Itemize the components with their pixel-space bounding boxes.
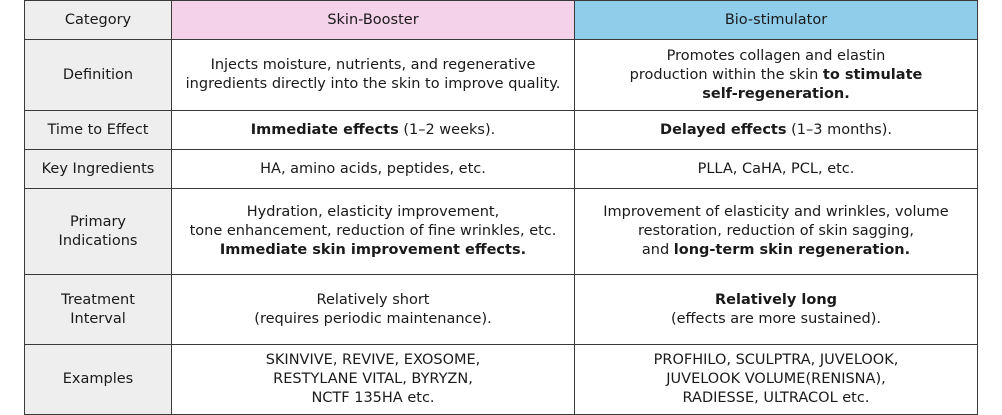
row-key-ingredients: Key Ingredients HA, amino acids, peptide… xyxy=(24,149,978,189)
text-line: Relatively short xyxy=(316,291,430,308)
text-line: Promotes collagen and elastin xyxy=(666,47,886,64)
row-treatment-interval: Treatment Interval Relatively short (req… xyxy=(24,274,978,345)
text-line: Improvement of elasticity and wrinkles, … xyxy=(603,204,949,220)
cell-definition-bio-stimulator: Promotes collagen and elastin production… xyxy=(574,39,978,111)
header-skin-booster: Skin-Booster xyxy=(171,0,575,40)
row-definition: Definition Injects moisture, nutrients, … xyxy=(24,39,978,111)
cell-time-bio-stimulator: Delayed effects (1–3 months). xyxy=(574,110,978,150)
text-line: and long-term skin regeneration. xyxy=(581,241,971,260)
text-bold: Immediate effects xyxy=(250,121,399,138)
cell-interval-bio-stimulator: Relatively long (effects are more sustai… xyxy=(574,274,978,345)
text-line: Immediate skin improvement effects. xyxy=(178,241,568,260)
category-definition: Definition xyxy=(24,39,172,111)
header-category: Category xyxy=(24,0,172,40)
cell-definition-skin-booster: Injects moisture, nutrients, and regener… xyxy=(171,39,575,111)
text-bold: Relatively long xyxy=(714,291,838,308)
category-time-to-effect: Time to Effect xyxy=(24,110,172,150)
text-line: (requires periodic maintenance). xyxy=(254,310,492,327)
cell-interval-skin-booster: Relatively short (requires periodic main… xyxy=(171,274,575,345)
text-line: Primary xyxy=(69,213,127,230)
text-line: Injects moisture, nutrients, and regener… xyxy=(210,57,536,73)
text-line: NCTF 135HA etc. xyxy=(311,390,435,406)
row-primary-indications: Primary Indications Hydration, elasticit… xyxy=(24,188,978,275)
row-time-to-effect: Time to Effect Immediate effects (1–2 we… xyxy=(24,110,978,150)
text-line: Hydration, elasticity improvement, xyxy=(246,204,500,220)
text-bold: Immediate skin improvement effects. xyxy=(219,242,527,258)
text-line: RADIESSE, ULTRACOL etc. xyxy=(682,390,870,406)
cell-indications-skin-booster: Hydration, elasticity improvement, tone … xyxy=(171,188,575,275)
text-plain: and xyxy=(641,242,674,258)
text-line: production within the skin to stimulate xyxy=(581,66,971,85)
cell-indications-bio-stimulator: Improvement of elasticity and wrinkles, … xyxy=(574,188,978,275)
category-examples: Examples xyxy=(24,344,172,415)
text-line: ingredients directly into the skin to im… xyxy=(185,76,561,92)
text-line: Relatively long xyxy=(581,291,971,310)
header-bio-stimulator: Bio-stimulator xyxy=(574,0,978,40)
text-line: PROFHILO, SCULPTRA, JUVELOOK, xyxy=(653,352,899,368)
text-line: (effects are more sustained). xyxy=(670,310,882,327)
text-bold: long-term skin regeneration. xyxy=(673,242,911,258)
text-line: Treatment xyxy=(61,291,135,308)
text-line: SKINVIVE, REVIVE, EXOSOME, xyxy=(265,352,481,368)
category-primary-indications: Primary Indications xyxy=(24,188,172,275)
cell-time-skin-booster: Immediate effects (1–2 weeks). xyxy=(171,110,575,150)
category-key-ingredients: Key Ingredients xyxy=(24,149,172,189)
text-plain: (1–2 weeks). xyxy=(398,121,496,138)
text-bold: to stimulate xyxy=(822,66,923,83)
category-treatment-interval: Treatment Interval xyxy=(24,274,172,345)
text-line: self-regeneration. xyxy=(581,85,971,104)
row-examples: Examples SKINVIVE, REVIVE, EXOSOME, REST… xyxy=(24,344,978,415)
cell-ingredients-bio-stimulator: PLLA, CaHA, PCL, etc. xyxy=(574,149,978,189)
cell-ingredients-skin-booster: HA, amino acids, peptides, etc. xyxy=(171,149,575,189)
text-line: JUVELOOK VOLUME(RENISNA), xyxy=(666,371,886,387)
cell-examples-skin-booster: SKINVIVE, REVIVE, EXOSOME, RESTYLANE VIT… xyxy=(171,344,575,415)
text-line: Interval xyxy=(70,310,126,327)
text-line: tone enhancement, reduction of fine wrin… xyxy=(189,223,557,239)
text-line: RESTYLANE VITAL, BYRYZN, xyxy=(273,371,473,387)
text-bold: self-regeneration. xyxy=(702,85,850,102)
text-plain: (1–3 months). xyxy=(786,121,892,138)
comparison-table: Category Skin-Booster Bio-stimulator Def… xyxy=(24,0,978,415)
text-line: Indications xyxy=(58,232,138,249)
cell-examples-bio-stimulator: PROFHILO, SCULPTRA, JUVELOOK, JUVELOOK V… xyxy=(574,344,978,415)
text-line: restoration, reduction of skin sagging, xyxy=(637,223,915,239)
text-bold: Delayed effects xyxy=(660,121,787,138)
header-row: Category Skin-Booster Bio-stimulator xyxy=(24,0,978,40)
text-plain: production within the skin xyxy=(629,66,823,83)
